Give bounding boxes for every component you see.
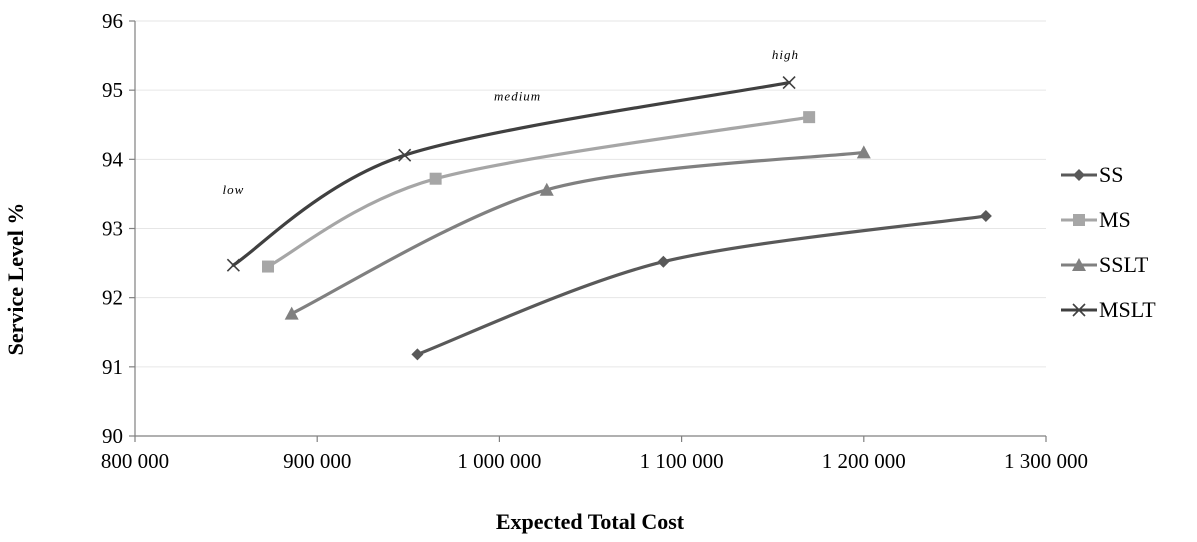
- legend-item-ms: MS: [1061, 207, 1131, 232]
- data-point-sslt: [856, 145, 871, 159]
- data-point-ss: [657, 255, 670, 268]
- x-tick-label: 1 300 000: [1004, 449, 1088, 473]
- series-ss: [411, 210, 992, 361]
- legend-marker-sslt: [1072, 258, 1086, 271]
- data-point-ss: [411, 348, 424, 361]
- x-tick-label: 1 000 000: [457, 449, 541, 473]
- series-sslt: [284, 145, 871, 320]
- legend-marker-ss: [1073, 169, 1085, 181]
- legend-item-mslt: MSLT: [1061, 297, 1156, 322]
- legend-label-sslt: SSLT: [1099, 252, 1149, 277]
- legend-marker-ms: [1073, 214, 1085, 226]
- y-tick-label: 92: [102, 286, 123, 310]
- series: [226, 75, 992, 361]
- annotation-low: low: [222, 182, 244, 197]
- series-line-ss: [415, 214, 988, 356]
- legend-label-mslt: MSLT: [1099, 297, 1156, 322]
- data-point-ms: [429, 172, 442, 185]
- y-tick-label: 95: [102, 78, 123, 102]
- annotations: low medium high: [222, 47, 799, 197]
- legend-item-sslt: SSLT: [1061, 252, 1149, 277]
- data-point-ms: [262, 260, 275, 273]
- tick-labels: 90 91 92 93 94 95 96 800 000 900 000 1 000 000 1 1…: [101, 9, 1088, 473]
- y-tick-label: 90: [102, 424, 123, 448]
- series-line-ms: [266, 115, 811, 269]
- data-point-mslt: [226, 258, 240, 272]
- x-tick-label: 800 000: [101, 449, 169, 473]
- y-axis-title: Service Level %: [3, 203, 28, 356]
- series-mslt: [226, 75, 796, 272]
- x-tick-label: 1 200 000: [822, 449, 906, 473]
- series-line-mslt: [231, 80, 791, 267]
- data-point-sslt: [284, 306, 299, 320]
- data-point-ss: [979, 210, 992, 223]
- annotation-high: high: [772, 47, 799, 62]
- y-tick-label: 96: [102, 9, 123, 33]
- series-ms: [262, 111, 816, 273]
- x-tick-label: 1 100 000: [640, 449, 724, 473]
- y-tick-label: 94: [102, 147, 124, 171]
- data-point-mslt: [782, 75, 796, 90]
- legend-item-ss: SS: [1061, 162, 1123, 187]
- legend-marker-mslt: [1072, 303, 1086, 317]
- x-tick-label: 900 000: [283, 449, 351, 473]
- grid: [135, 20, 1046, 368]
- x-axis-title: Expected Total Cost: [496, 509, 685, 534]
- annotation-medium: medium: [494, 89, 541, 104]
- y-tick-label: 91: [102, 355, 123, 379]
- legend: SS MS SSLT MSLT: [1061, 162, 1156, 322]
- y-tick-label: 93: [102, 217, 123, 241]
- legend-label-ss: SS: [1099, 162, 1123, 187]
- data-point-sslt: [539, 182, 554, 196]
- data-point-ms: [803, 111, 816, 124]
- data-point-mslt: [398, 148, 412, 162]
- legend-label-ms: MS: [1099, 207, 1131, 232]
